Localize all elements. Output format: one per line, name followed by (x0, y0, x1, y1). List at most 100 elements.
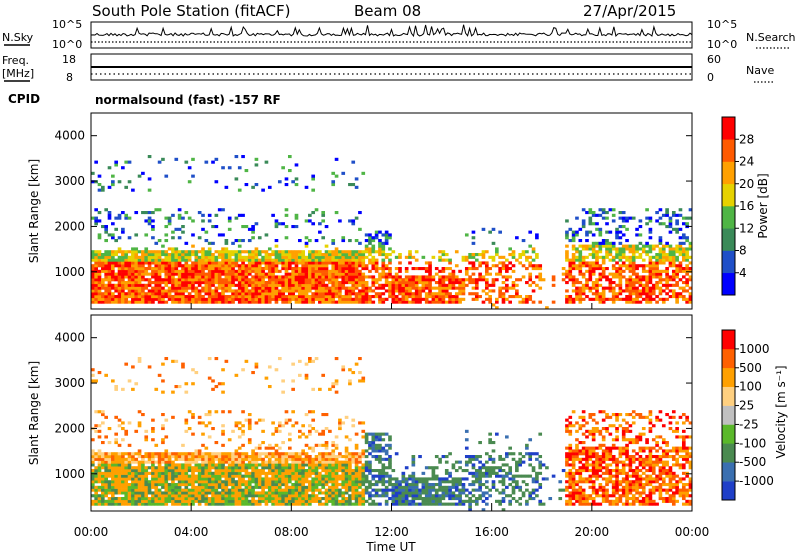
heatmap-cell (568, 258, 573, 262)
heatmap-cell (318, 443, 322, 447)
heatmap-cell (371, 281, 376, 285)
heatmap-cell (94, 180, 98, 184)
heatmap-cell (227, 477, 232, 481)
heatmap-cell (378, 443, 382, 447)
heatmap-cell (291, 267, 295, 271)
heatmap-cell (234, 502, 239, 506)
heatmap-cell (498, 292, 502, 296)
heatmap-cell (665, 225, 669, 229)
heatmap-cell (144, 483, 149, 487)
heatmap-cell (101, 297, 105, 301)
heatmap-cell (571, 244, 576, 248)
heatmap-cell (301, 483, 305, 487)
heatmap-cell (271, 446, 275, 450)
heatmap-cell (201, 258, 205, 262)
heatmap-cell (267, 385, 272, 389)
heatmap-cell (481, 289, 486, 293)
heatmap-cell (254, 477, 259, 481)
heatmap-cell (311, 295, 316, 299)
heatmap-cell (141, 267, 145, 271)
heatmap-cell (334, 443, 339, 447)
heatmap-cell (284, 474, 289, 478)
heatmap-cell (378, 283, 382, 287)
heatmap-cell (641, 244, 646, 248)
heatmap-cell (631, 283, 636, 287)
heatmap-cell (498, 269, 502, 273)
heatmap-cell (207, 488, 212, 492)
heatmap-cell (358, 264, 362, 268)
heatmap-cell (181, 480, 185, 484)
heatmap-cell (137, 289, 142, 293)
heatmap-cell (394, 480, 399, 484)
heatmap-cell (177, 466, 182, 470)
heatmap-cell (341, 502, 346, 506)
heatmap-cell (384, 494, 389, 498)
heatmap-cell (658, 222, 663, 226)
heatmap-cell (204, 286, 209, 290)
heatmap-cell (298, 250, 302, 254)
heatmap-cell (274, 485, 279, 489)
heatmap-cell (618, 281, 623, 285)
heatmap-cell (431, 255, 436, 259)
heatmap-cell (364, 432, 369, 436)
heatmap-cell (277, 297, 282, 301)
heatmap-cell (575, 216, 579, 220)
heatmap-cell (291, 497, 295, 501)
heatmap-cell (154, 283, 159, 287)
heatmap-cell (134, 477, 139, 481)
heatmap-cell (281, 379, 285, 383)
heatmap-cell (505, 283, 509, 287)
heatmap-cell (281, 466, 285, 470)
heatmap-cell (348, 261, 352, 265)
heatmap-cell (638, 255, 643, 259)
heatmap-cell (284, 278, 289, 282)
heatmap-cell (91, 281, 95, 285)
heatmap-cell (378, 474, 382, 478)
heatmap-cell (157, 474, 162, 478)
heatmap-cell (655, 300, 659, 304)
heatmap-cell (114, 469, 119, 473)
heatmap-cell (411, 457, 416, 461)
heatmap-cell (287, 488, 292, 492)
heatmap-cell (294, 275, 299, 279)
heatmap-cell (688, 300, 693, 304)
heatmap-cell (625, 244, 629, 248)
heatmap-cell (358, 471, 362, 475)
heatmap-cell (384, 471, 389, 475)
heatmap-cell (361, 471, 366, 475)
heatmap-cell (207, 295, 212, 299)
heatmap-cell (621, 211, 626, 215)
heatmap-cell (94, 255, 98, 259)
heatmap-cell (665, 297, 669, 301)
heatmap-cell (234, 494, 239, 498)
heatmap-cell (281, 452, 285, 456)
heatmap-cell (618, 230, 623, 234)
heatmap-cell (277, 485, 282, 489)
heatmap-cell (244, 225, 249, 229)
heatmap-cell (124, 250, 129, 254)
heatmap-cell (247, 297, 252, 301)
heatmap-cell (611, 289, 616, 293)
heatmap-cell (348, 488, 352, 492)
heatmap-cell (518, 255, 523, 259)
heatmap-cell (104, 255, 108, 259)
heatmap-cell (301, 300, 305, 304)
heatmap-cell (388, 281, 392, 285)
heatmap-cell (618, 269, 623, 273)
heatmap-cell (354, 499, 359, 503)
heatmap-cell (204, 485, 209, 489)
heatmap-cell (334, 469, 339, 473)
heatmap-cell (164, 502, 169, 506)
heatmap-cell (484, 269, 489, 273)
heatmap-cell (301, 457, 305, 461)
heatmap-cell (211, 457, 215, 461)
heatmap-cell (571, 264, 576, 268)
heatmap-cell (274, 278, 279, 282)
heatmap-cell (384, 466, 389, 470)
heatmap-cell (114, 278, 119, 282)
heatmap-cell (328, 250, 332, 254)
heatmap-cell (247, 253, 252, 257)
heatmap-cell (374, 483, 379, 487)
heatmap-cell (635, 300, 639, 304)
heatmap-cell (428, 261, 432, 265)
